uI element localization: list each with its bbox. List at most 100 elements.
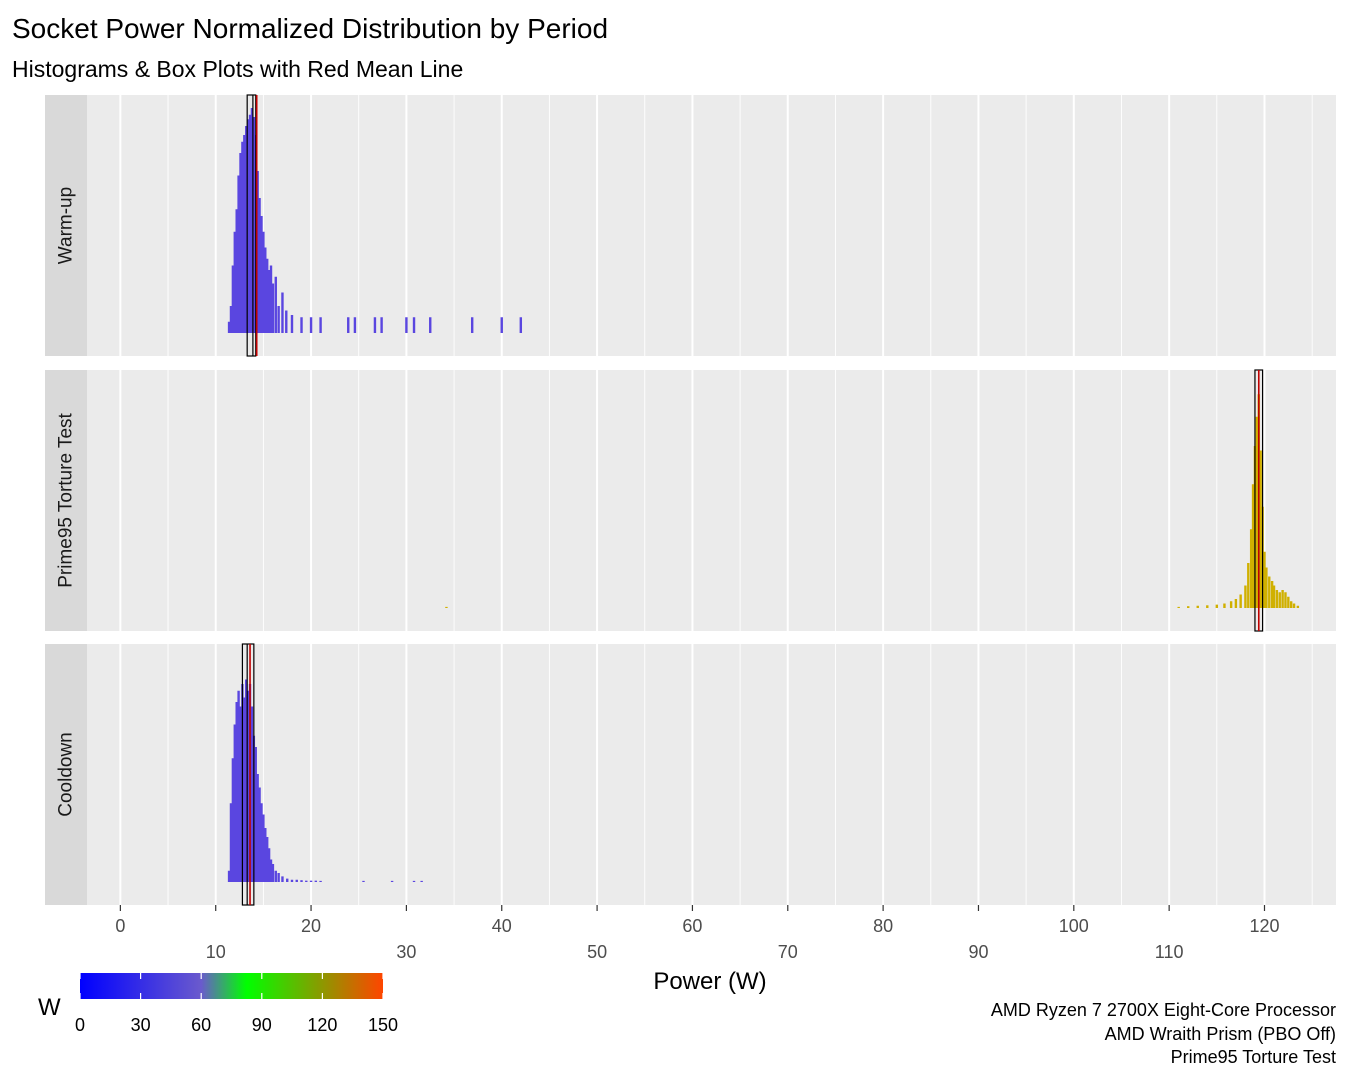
histogram-bar: [1263, 551, 1266, 608]
histogram-bar: [1272, 585, 1276, 608]
histogram-bar: [1234, 599, 1238, 608]
x-axis: 0 20 40 60 80 100 120 10 30 50 70 90 110: [115, 905, 1280, 962]
histogram-bar: [1265, 567, 1268, 608]
caption-line-2: AMD Wraith Prism (PBO Off): [1105, 1024, 1336, 1044]
facet-strip: [45, 95, 87, 356]
histogram-bar: [277, 306, 280, 333]
x-tick-label: 110: [1155, 942, 1184, 962]
legend-ticks: 0 30 60 90 120 150: [75, 973, 398, 1035]
histogram-bar: [300, 880, 303, 882]
histogram-bar: [1278, 592, 1281, 608]
histogram-bar: [227, 870, 231, 882]
histogram-bar: [235, 209, 238, 333]
chart-subtitle: Histograms & Box Plots with Red Mean Lin…: [12, 56, 463, 82]
histogram-bar: [319, 317, 322, 333]
legend-tick-label: 60: [191, 1015, 211, 1035]
x-tick-label: 100: [1059, 916, 1089, 936]
histogram-bar: [271, 283, 275, 333]
histogram-bar: [229, 803, 233, 882]
histogram-bar: [373, 317, 377, 333]
caption-line-1: AMD Ryzen 7 2700X Eight-Core Processor: [991, 1000, 1336, 1020]
box-plot: [241, 643, 255, 906]
histogram-bar: [420, 880, 423, 882]
histogram-bar: [290, 879, 294, 882]
histogram-bar: [519, 317, 523, 333]
x-tick-label: 10: [206, 942, 226, 962]
legend-colorbar: [80, 973, 383, 999]
histogram-bar: [305, 880, 308, 882]
caption: AMD Ryzen 7 2700X Eight-Core Processor A…: [991, 1000, 1336, 1067]
histogram-bar: [309, 317, 313, 333]
color-legend: W 0 30 60 90 120 150: [38, 973, 398, 1035]
histogram-bar: [243, 697, 246, 882]
histogram-bar: [1251, 484, 1255, 608]
histogram-bar: [390, 880, 394, 882]
histogram-bar: [1287, 596, 1290, 608]
x-tick-label: 80: [873, 916, 893, 936]
legend-tick-label: 150: [368, 1015, 398, 1035]
histogram-bar: [233, 231, 236, 333]
histogram-bar: [1229, 601, 1233, 608]
legend-title: W: [38, 994, 61, 1021]
histogram-bar: [1292, 603, 1296, 608]
histogram-bar: [412, 880, 416, 882]
histogram-bar: [285, 310, 288, 333]
histogram-bar: [1281, 590, 1284, 608]
histogram-bar: [1259, 450, 1262, 608]
histogram-bar: [1296, 605, 1300, 608]
histogram-bar: [1268, 576, 1271, 608]
histogram-bar: [239, 706, 242, 882]
histogram-bar: [250, 706, 254, 882]
histogram-bar: [258, 787, 261, 882]
histogram-bar: [1223, 603, 1226, 608]
histogram-bar: [262, 814, 265, 882]
chart-title: Socket Power Normalized Distribution by …: [12, 13, 608, 44]
x-tick-label: 50: [587, 942, 607, 962]
histogram-bar: [237, 175, 240, 333]
facet-strip: [45, 644, 87, 905]
x-tick-label: 60: [682, 916, 702, 936]
histogram-bar: [445, 606, 448, 608]
histogram-bar: [264, 247, 267, 333]
legend-tick-label: 90: [252, 1015, 272, 1035]
histogram-bar: [295, 879, 298, 882]
histogram-bar: [1249, 529, 1253, 608]
histogram-bar: [231, 265, 235, 333]
histogram-bar: [286, 878, 289, 882]
histogram-bar: [254, 747, 257, 882]
histogram-bar: [265, 258, 269, 333]
histogram-bar: [412, 317, 416, 333]
panel-background: [87, 644, 1336, 905]
histogram-bar: [269, 265, 273, 333]
histogram-bar: [1247, 563, 1250, 608]
histogram-bar: [252, 117, 256, 333]
histogram-bar: [347, 317, 350, 333]
facet-panels: Warm-up Prime95 Torture Test Cooldown: [45, 94, 1336, 906]
histogram-bar: [1215, 604, 1219, 608]
histogram-bar: [1270, 581, 1274, 608]
histogram-bar: [248, 114, 252, 333]
histogram-bar: [362, 880, 365, 882]
histogram-bar: [1187, 606, 1190, 608]
histogram-bar: [1284, 592, 1287, 608]
caption-line-3: Prime95 Torture Test: [1171, 1047, 1336, 1067]
histogram-bar: [233, 724, 236, 882]
facet-strip: [45, 370, 87, 631]
histogram-bar: [267, 848, 271, 882]
histogram-bar: [314, 880, 318, 882]
histogram-bar: [300, 317, 303, 333]
histogram-bar: [470, 317, 474, 333]
facet-strip-label: Cooldown: [56, 732, 77, 817]
histogram-bar: [277, 873, 280, 882]
histogram-bar: [256, 171, 259, 333]
histogram-bar: [250, 108, 254, 333]
histogram-bar: [260, 803, 263, 882]
x-tick-label: 120: [1249, 916, 1279, 936]
x-tick-label: 90: [968, 942, 988, 962]
histogram-bar: [319, 880, 322, 882]
histogram-bar: [264, 828, 267, 882]
legend-tick-label: 120: [307, 1015, 337, 1035]
facet-panel: Warm-up: [45, 94, 1336, 357]
histogram-bar: [290, 315, 294, 333]
